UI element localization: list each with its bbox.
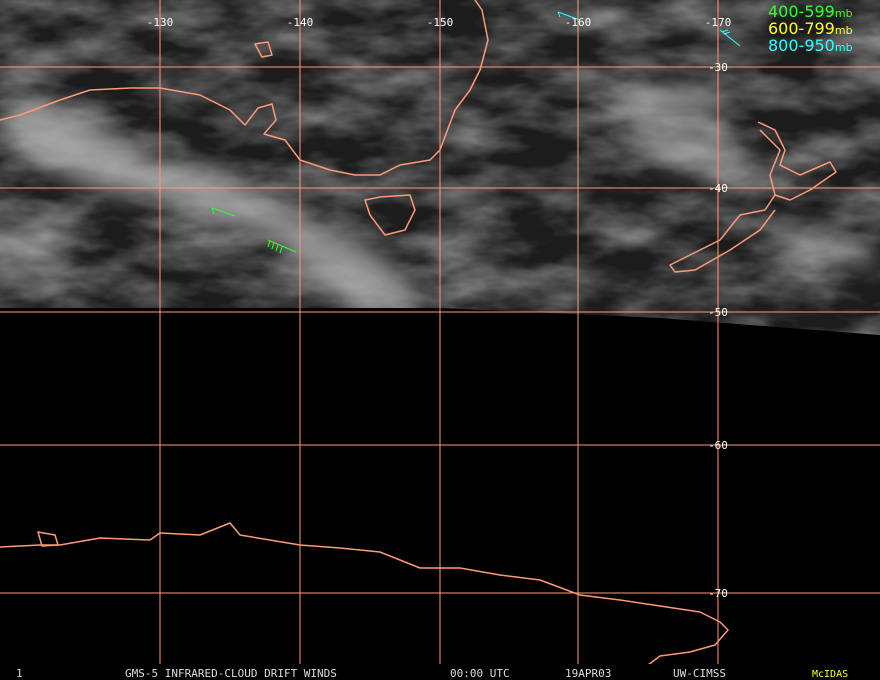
date: 19APR03 — [565, 667, 611, 680]
product-title: GMS-5 INFRARED-CLOUD DRIFT WINDS — [125, 667, 337, 680]
latitude-label: -40 — [708, 182, 728, 195]
legend-unit: mb — [835, 24, 853, 37]
latitude-label: -30 — [708, 61, 728, 74]
longitude-label: -150 — [427, 16, 454, 29]
brand: McIDAS — [812, 669, 848, 680]
source: UW-CIMSS — [673, 667, 726, 680]
legend-range: 400-599 — [768, 2, 835, 21]
legend-entry: 600-799mb — [768, 19, 853, 38]
latitude-labels: -30 -40 -50 -60 -70 — [708, 61, 728, 600]
legend-entry: 800-950mb — [768, 36, 853, 55]
footer-bar — [0, 664, 880, 680]
legend-unit: mb — [835, 41, 853, 54]
latitude-label: -70 — [708, 587, 728, 600]
frame-number: 1 — [16, 667, 23, 680]
longitude-label: -130 — [147, 16, 174, 29]
longitude-labels: -130 -140 -150 -160 -170 — [147, 16, 732, 29]
wind-barbs — [211, 11, 741, 254]
longitude-label: -140 — [287, 16, 314, 29]
latitude-label: -50 — [708, 306, 728, 319]
longitude-label: -170 — [705, 16, 732, 29]
latitude-label: -60 — [708, 439, 728, 452]
longitude-label: -160 — [565, 16, 592, 29]
legend-range: 800-950 — [768, 36, 835, 55]
legend-range: 600-799 — [768, 19, 835, 38]
legend-entry: 400-599mb — [768, 2, 853, 21]
coastlines — [0, 0, 837, 666]
graticule — [0, 0, 880, 664]
time: 00:00 UTC — [450, 667, 510, 680]
legend-unit: mb — [835, 7, 853, 20]
